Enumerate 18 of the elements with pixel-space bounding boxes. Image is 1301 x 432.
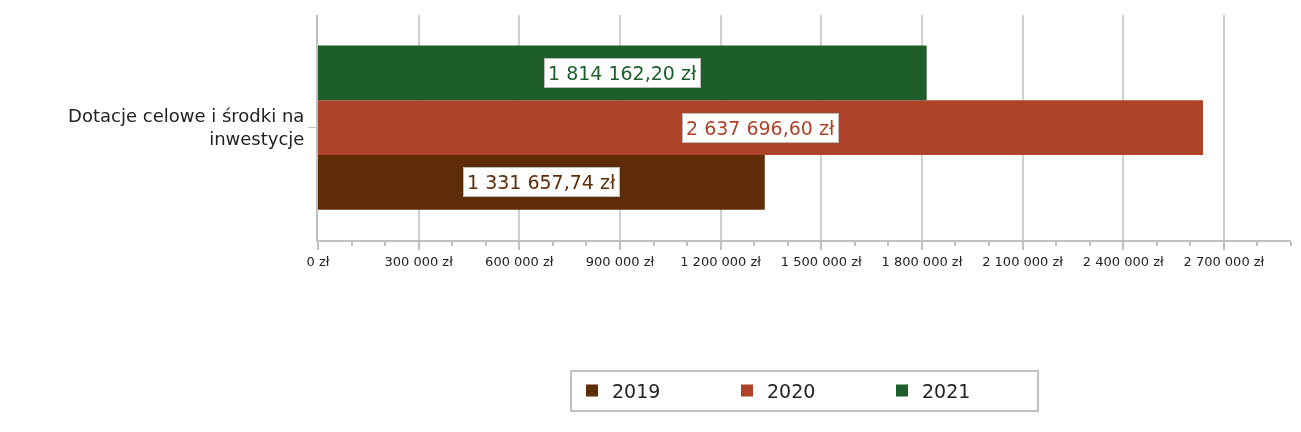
x-tick-label: 900 000 zł	[585, 253, 655, 269]
x-tick-label: 2 700 000 zł	[1183, 253, 1265, 269]
x-tick-label: 0 zł	[306, 253, 330, 269]
x-tick-label: 1 200 000 zł	[680, 253, 762, 269]
x-tick-label: 1 500 000 zł	[780, 253, 862, 269]
x-tick-label: 600 000 zł	[485, 253, 554, 269]
legend-label: 2020	[767, 380, 816, 403]
bar	[318, 100, 1203, 155]
data-label: 1 331 657,74 zł	[467, 171, 616, 193]
y-tick-label: Dotacje celowe i środki na inwestycje	[68, 105, 305, 150]
legend-label: 2019	[612, 380, 661, 403]
x-tick-label: 1 800 000 zł	[881, 253, 963, 269]
legend-label: 2021	[922, 380, 971, 403]
data-label: 2 637 696,60 zł	[686, 117, 835, 139]
x-tick-label: 300 000 zł	[384, 253, 454, 269]
data-label: 1 814 162,20 zł	[548, 62, 697, 84]
x-tick-label: 2 100 000 zł	[982, 253, 1064, 269]
x-tick-label: 2 400 000 zł	[1082, 253, 1164, 269]
